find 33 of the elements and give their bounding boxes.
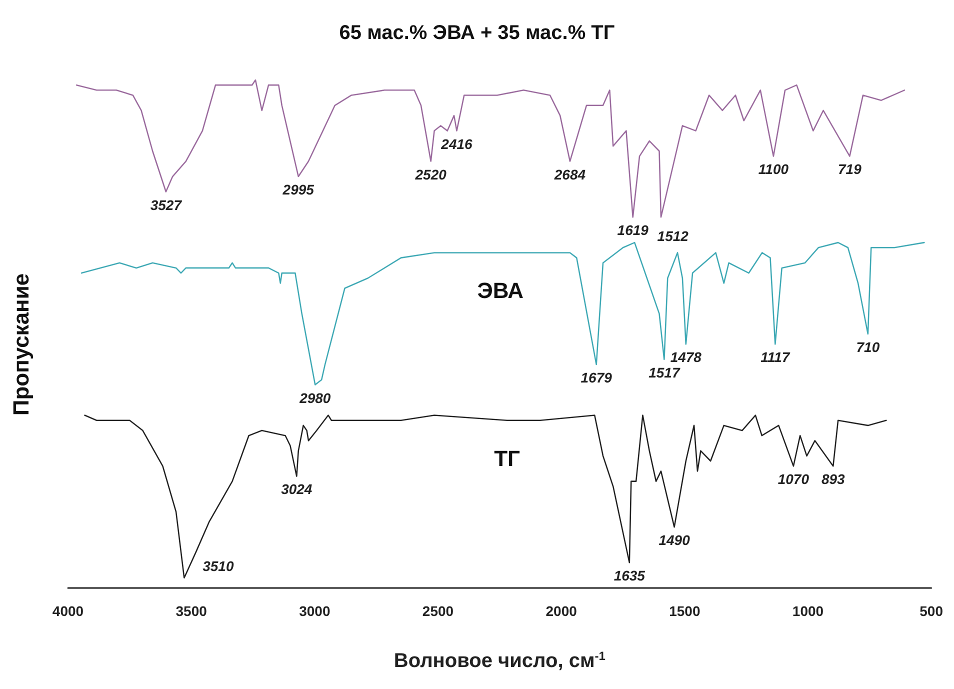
- annotation: 710: [856, 339, 880, 355]
- x-tick-label: 500: [920, 603, 944, 619]
- x-tick-label: 3000: [299, 603, 330, 619]
- annotation: 1512: [657, 228, 689, 244]
- annotation: 1070: [778, 471, 810, 488]
- annotation: 2980: [298, 390, 331, 406]
- x-tick-label: 3500: [176, 603, 208, 619]
- annotation: 1490: [658, 532, 690, 548]
- annotation: 3527: [150, 196, 183, 213]
- x-tick-label: 2500: [422, 603, 454, 619]
- annotation: 1517: [648, 364, 681, 380]
- annotation: 1478: [670, 349, 702, 366]
- series-label: ТГ: [494, 446, 521, 471]
- annotation: 2684: [553, 166, 586, 182]
- x-tick-label: 1500: [669, 603, 700, 619]
- y-axis-title: Пропускание: [8, 273, 34, 416]
- x-tick-label: 1000: [792, 603, 824, 619]
- annotation: 893: [821, 471, 846, 488]
- annotation: 1635: [614, 568, 646, 584]
- annotation: 719: [838, 161, 862, 178]
- annotation: 2416: [440, 136, 473, 152]
- annotation: 1619: [617, 222, 649, 238]
- annotation: 2520: [414, 166, 447, 182]
- annotation: 3510: [202, 558, 234, 574]
- chart-title: 65 мас.% ЭВА + 35 мас.% ТГ: [339, 22, 615, 44]
- series-label: ЭВА: [477, 278, 524, 304]
- annotation: 1117: [760, 349, 791, 366]
- annotation: 2995: [282, 182, 314, 198]
- annotation: 1100: [758, 161, 789, 178]
- annotation: 3024: [281, 481, 312, 498]
- x-tick-label: 4000: [52, 603, 84, 619]
- x-tick-label: 2000: [546, 603, 578, 619]
- annotation: 1679: [580, 369, 612, 386]
